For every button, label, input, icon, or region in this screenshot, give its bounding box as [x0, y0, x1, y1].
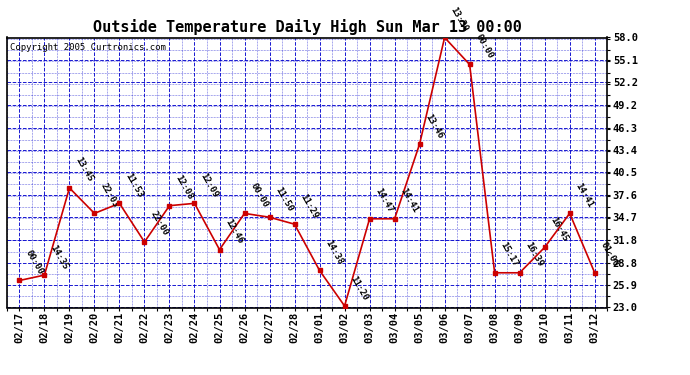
Text: 00:00: 00:00	[474, 33, 495, 60]
Text: 13:45: 13:45	[74, 156, 95, 184]
Text: 14:35: 14:35	[48, 243, 70, 271]
Text: 00:00: 00:00	[248, 182, 270, 209]
Title: Outside Temperature Daily High Sun Mar 13 00:00: Outside Temperature Daily High Sun Mar 1…	[92, 19, 522, 35]
Text: 12:08: 12:08	[174, 174, 195, 201]
Text: 11:20: 11:20	[348, 274, 370, 302]
Text: 13:46: 13:46	[424, 112, 445, 140]
Text: 11:29: 11:29	[299, 192, 320, 220]
Text: 12:46: 12:46	[224, 218, 245, 246]
Text: 16:45: 16:45	[549, 215, 570, 243]
Text: 13:30: 13:30	[448, 6, 470, 33]
Text: 11:50: 11:50	[274, 185, 295, 213]
Text: 14:47: 14:47	[374, 187, 395, 214]
Text: 11:53: 11:53	[124, 171, 145, 199]
Text: 00:00: 00:00	[23, 249, 45, 276]
Text: 15:17: 15:17	[499, 241, 520, 268]
Text: Copyright 2005 Curtronics.com: Copyright 2005 Curtronics.com	[10, 43, 166, 52]
Text: 14:41: 14:41	[574, 182, 595, 209]
Text: 14:38: 14:38	[324, 238, 345, 266]
Text: 22:00: 22:00	[148, 210, 170, 238]
Text: 22:03: 22:03	[99, 182, 120, 209]
Text: 01:00: 01:00	[599, 241, 620, 268]
Text: 14:41: 14:41	[399, 187, 420, 214]
Text: 12:09: 12:09	[199, 171, 220, 199]
Text: 16:39: 16:39	[524, 241, 545, 268]
